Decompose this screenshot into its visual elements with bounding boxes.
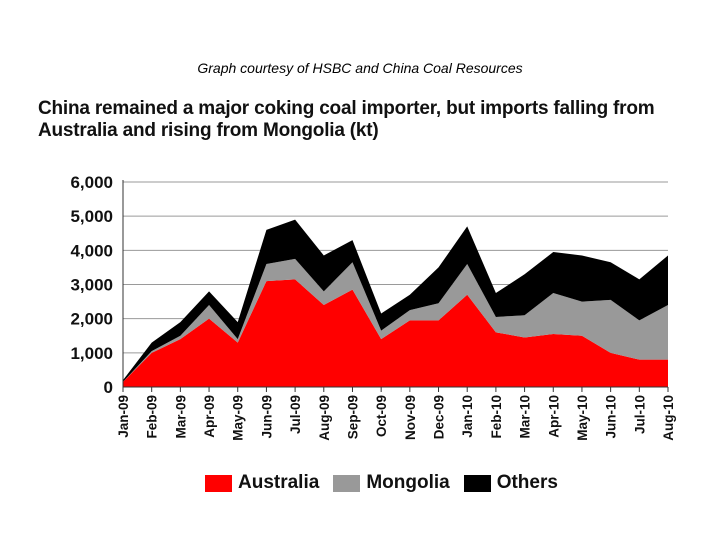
x-tick-label: Jan-10: [460, 395, 475, 438]
x-tick-label: May-09: [231, 395, 246, 441]
legend-item-mongolia: Mongolia: [333, 472, 450, 494]
x-tick-label: Apr-10: [546, 395, 561, 438]
axes: [122, 180, 669, 392]
x-tick-label: Mar-10: [518, 395, 533, 439]
y-tick-label: 4,000: [70, 241, 113, 260]
series-areas: [123, 219, 668, 387]
area-others: [123, 219, 668, 382]
x-tick-label: Dec-09: [432, 395, 447, 439]
x-tick-label: Aug-10: [661, 395, 676, 441]
y-tick-label: 2,000: [70, 310, 113, 329]
legend-swatch-mongolia: [333, 474, 361, 492]
x-tick-label: Oct-09: [374, 395, 389, 437]
legend-item-others: Others: [463, 472, 558, 494]
x-tick-label: Aug-09: [317, 395, 332, 441]
x-tick-label: Feb-10: [489, 395, 504, 439]
chart-title: China remained a major coking coal impor…: [38, 98, 655, 141]
legend-label-australia: Australia: [238, 472, 320, 493]
x-tick-label: Apr-09: [202, 395, 217, 438]
y-tick-label: 1,000: [70, 344, 113, 363]
x-tick-label: Jul-10: [632, 395, 647, 434]
area-australia: [123, 279, 668, 387]
x-tick-label: Feb-09: [145, 395, 160, 439]
legend-label-others: Others: [496, 472, 558, 493]
legend-item-australia: Australia: [205, 472, 319, 494]
chart-caption: Graph courtesy of HSBC and China Coal Re…: [197, 60, 523, 76]
legend: Australia Mongolia Others: [205, 472, 572, 494]
legend-label-mongolia: Mongolia: [366, 472, 450, 493]
x-tick-label: Jun-09: [259, 395, 274, 439]
y-tick-labels: 6,000 5,000 4,000 3,000 2,000 1,000 0: [70, 173, 113, 397]
legend-swatch-others: [463, 474, 491, 492]
x-tick-label: May-10: [575, 395, 590, 441]
y-tick-label: 6,000: [70, 173, 113, 192]
x-tick-label: Jun-10: [604, 395, 619, 439]
legend-swatch-australia: [205, 474, 232, 492]
x-tick-labels: Jan-09 Feb-09 Mar-09 Apr-09 May-09 Jun-09 Jul-…: [116, 395, 676, 441]
y-tick-label: 5,000: [70, 207, 113, 226]
x-tick-label: Sep-09: [345, 395, 360, 439]
x-tick-label: Nov-09: [403, 395, 418, 440]
x-tick-label: Mar-09: [173, 395, 188, 439]
x-tick-label: Jan-09: [116, 395, 131, 438]
y-tick-label: 0: [104, 378, 113, 397]
y-tick-label: 3,000: [70, 276, 113, 295]
x-tick-label: Jul-09: [288, 395, 303, 434]
